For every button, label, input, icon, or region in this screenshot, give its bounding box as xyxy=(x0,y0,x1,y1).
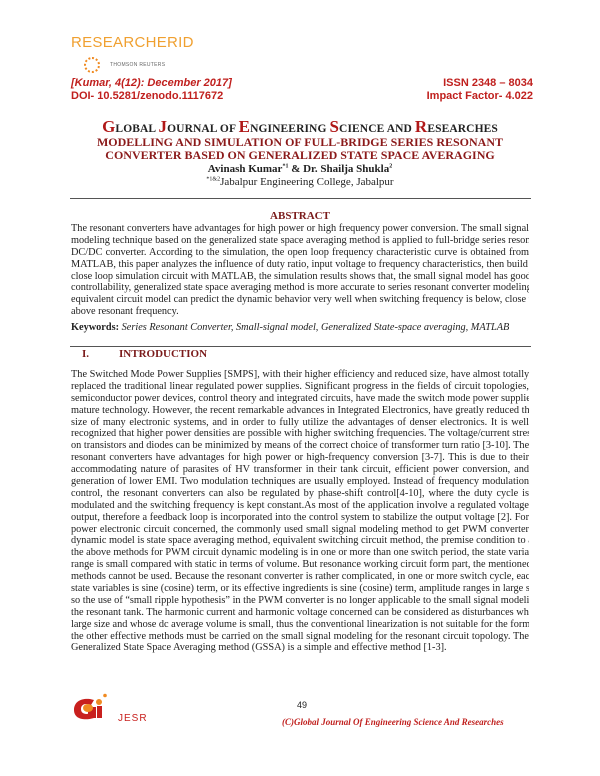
affiliation-text: Jabalpur Engineering College, Jabalpur xyxy=(220,176,394,188)
text-line: MATLAB, this paper analyzes the influenc… xyxy=(71,258,529,270)
text-line: power electronic circuit concerned, the … xyxy=(71,523,529,535)
journal-title: GLOBAL JOURNAL OF ENGINEERING SCIENCE AN… xyxy=(0,117,600,137)
section-number: I. xyxy=(82,348,90,360)
page-number: 49 xyxy=(297,700,308,710)
text-line: recognized that higher power densities a… xyxy=(71,428,529,440)
text-line: accommodating nature of parasites of HV … xyxy=(71,464,529,476)
author-sup: *1 xyxy=(282,163,289,170)
divider xyxy=(70,198,531,199)
header-left: [Kumar, 4(12): December 2017] DOI- 10.52… xyxy=(71,77,232,103)
header-right: ISSN 2348 – 8034 Impact Factor- 4.022 xyxy=(413,77,533,103)
text-line: the resonant tank. The harmonic current … xyxy=(71,606,529,618)
text-line: The Switched Mode Power Supplies [SMPS],… xyxy=(71,369,529,380)
text-line: above resonant frequency. xyxy=(71,306,179,318)
text-line: the above methods for PWM circuit dynami… xyxy=(71,547,529,559)
keywords-text: Series Resonant Converter, Small-signal … xyxy=(119,322,510,333)
text-line: mature technology. However, the recent r… xyxy=(71,404,529,416)
text-line: methods cannot be used. Because the reso… xyxy=(71,571,529,583)
text-line: control, the resonant converters can als… xyxy=(71,487,529,499)
text-line: dynamic model is state space averaging m… xyxy=(71,535,529,547)
researcherid-logo: RESEARCHERID xyxy=(71,34,194,51)
section-title: INTRODUCTION xyxy=(119,348,208,360)
paper-title: MODELLING AND SIMULATION OF FULL-BRIDGE … xyxy=(0,136,600,162)
text-line: so the use of “small ripple hypothesis” … xyxy=(71,594,529,606)
introduction-body: The Switched Mode Power Supplies [SMPS],… xyxy=(71,369,529,654)
abstract-heading: ABSTRACT xyxy=(270,210,330,222)
author-name: Dr. Shailja Shukla xyxy=(303,163,390,175)
text-line: generation of lower EMI. Two modulation … xyxy=(71,476,529,488)
text-line: on transistors and diodes can be minimiz… xyxy=(71,440,529,452)
text-line: range is small compared with static in t… xyxy=(71,559,529,571)
text-line: modeling technique based on the generali… xyxy=(71,234,529,246)
section-heading: I. INTRODUCTION xyxy=(82,348,207,360)
text-line: equivalent circuit model can predict the… xyxy=(71,294,529,306)
text-line: output, therefore a feedback loop is inc… xyxy=(71,511,529,523)
citation: [Kumar, 4(12): December 2017] xyxy=(71,77,232,89)
text-line: large size and whose dc average volume i… xyxy=(71,618,529,630)
abstract-body: The resonant converters have advantages … xyxy=(71,223,529,318)
text-line: DC/DC converter. According to the simula… xyxy=(71,246,529,258)
text-line: state variables is sine (cosine) term, o… xyxy=(71,583,529,595)
impact-factor: Impact Factor- 4.022 xyxy=(426,90,533,102)
authors: Avinash Kumar*1 & Dr. Shailja Shukla2 xyxy=(0,163,600,175)
affiliation: *1&2Jabalpur Engineering College, Jabalp… xyxy=(0,176,600,188)
text-line: size of many electronic systems, and in … xyxy=(71,416,529,428)
footer-copyright: (C)Global Journal Of Engineering Science… xyxy=(282,717,504,727)
author-and: & xyxy=(288,163,304,175)
journal-title-cap: R xyxy=(414,117,428,136)
journal-title-cap: G xyxy=(102,117,116,136)
affiliation-sup: *1&2 xyxy=(206,176,221,183)
keywords: Keywords: Series Resonant Converter, Sma… xyxy=(71,322,509,333)
text-line: Generalized State Space Averaging method… xyxy=(71,642,447,654)
divider xyxy=(70,346,531,347)
journal-title-cap: S xyxy=(329,117,340,136)
text-line: modulated and the switching frequency is… xyxy=(71,499,529,511)
text-line: resonant converters have advantages for … xyxy=(71,452,529,464)
author-sup: 2 xyxy=(389,163,393,170)
keywords-label: Keywords: xyxy=(71,322,120,333)
issn: ISSN 2348 – 8034 xyxy=(443,77,533,89)
jesr-logo-icon xyxy=(74,693,107,720)
text-line: The resonant converters have advantages … xyxy=(71,223,529,234)
text-line: the other effective methods must be carr… xyxy=(71,630,529,642)
journal-title-word: NGINEERING xyxy=(250,123,330,135)
text-line: semiconductor power devices, control the… xyxy=(71,392,529,404)
journal-title-word: LOBAL xyxy=(115,123,159,135)
text-line: controllability, generalized state space… xyxy=(71,282,529,294)
journal-title-word: OURNAL OF xyxy=(167,123,239,135)
journal-title-cap: E xyxy=(238,117,251,136)
journal-title-word: ESEARCHES xyxy=(427,123,498,135)
journal-title-cap: J xyxy=(158,117,168,136)
doi: DOI- 10.5281/zenodo.1117672 xyxy=(71,90,224,102)
text-line: close loop simulation circuit with MATLA… xyxy=(71,270,529,282)
text-line: replaced the traditional linear regulate… xyxy=(71,380,529,392)
thomson-reuters-logo-icon xyxy=(84,57,100,73)
journal-title-word: CIENCE AND xyxy=(339,123,415,135)
paper-title-line: CONVERTER BASED ON GENERALIZED STATE SPA… xyxy=(105,148,495,162)
jesr-logo-text: JESR xyxy=(118,713,148,724)
thomson-reuters-text: THOMSON REUTERS xyxy=(110,62,166,68)
paper-title-line: MODELLING AND SIMULATION OF FULL-BRIDGE … xyxy=(96,135,504,149)
author-name: Avinash Kumar xyxy=(207,163,283,175)
